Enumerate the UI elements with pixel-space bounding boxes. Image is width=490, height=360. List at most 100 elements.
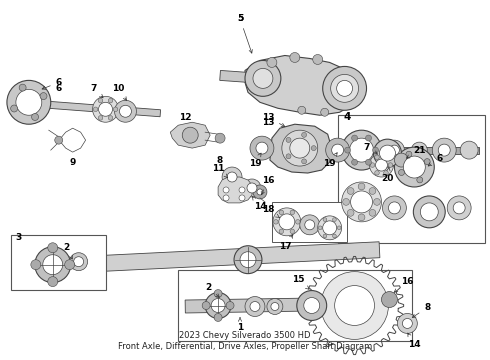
Circle shape — [55, 136, 63, 144]
Circle shape — [70, 253, 88, 271]
Circle shape — [412, 142, 427, 158]
Text: 4: 4 — [343, 112, 351, 122]
Circle shape — [305, 220, 315, 230]
Circle shape — [370, 163, 375, 167]
Circle shape — [417, 177, 423, 183]
Circle shape — [369, 153, 393, 177]
Circle shape — [43, 255, 63, 275]
Circle shape — [267, 298, 283, 315]
Circle shape — [352, 159, 358, 165]
Circle shape — [214, 289, 222, 298]
Circle shape — [205, 293, 231, 319]
Polygon shape — [185, 298, 312, 313]
Circle shape — [302, 159, 307, 164]
Circle shape — [202, 302, 210, 310]
Circle shape — [98, 116, 103, 120]
Circle shape — [390, 145, 399, 155]
Circle shape — [273, 208, 301, 236]
Circle shape — [240, 252, 256, 268]
Text: 14: 14 — [252, 197, 266, 211]
Bar — [338, 115, 485, 243]
Text: 19: 19 — [248, 153, 261, 167]
Circle shape — [382, 292, 397, 307]
Text: 8: 8 — [412, 303, 430, 318]
Circle shape — [226, 302, 234, 310]
Circle shape — [402, 319, 413, 328]
Circle shape — [304, 298, 319, 314]
Circle shape — [373, 139, 401, 167]
Circle shape — [398, 170, 404, 175]
Text: 5: 5 — [237, 14, 243, 23]
Circle shape — [290, 210, 294, 215]
Circle shape — [318, 226, 322, 230]
Circle shape — [250, 302, 260, 311]
Text: 5: 5 — [237, 14, 252, 53]
Circle shape — [93, 107, 98, 112]
Circle shape — [375, 171, 379, 175]
Circle shape — [239, 187, 245, 193]
Circle shape — [326, 138, 349, 162]
Circle shape — [347, 188, 354, 194]
Circle shape — [342, 182, 382, 222]
Text: 10: 10 — [112, 84, 126, 100]
Circle shape — [222, 167, 242, 187]
Text: 8: 8 — [217, 156, 223, 165]
Circle shape — [366, 159, 371, 165]
Circle shape — [245, 297, 265, 316]
Circle shape — [372, 147, 378, 153]
Circle shape — [300, 215, 319, 235]
Circle shape — [311, 146, 316, 150]
Circle shape — [211, 298, 225, 312]
Circle shape — [267, 58, 277, 67]
Text: 2: 2 — [64, 243, 73, 259]
Circle shape — [321, 108, 329, 116]
Circle shape — [298, 106, 306, 114]
Polygon shape — [270, 124, 332, 173]
Circle shape — [350, 191, 372, 213]
Circle shape — [331, 75, 359, 102]
Circle shape — [424, 159, 430, 165]
Text: 2023 Chevy Silverado 3500 HD
Front Axle, Differential, Drive Axles, Propeller Sh: 2023 Chevy Silverado 3500 HD Front Axle,… — [118, 330, 372, 351]
Circle shape — [256, 142, 268, 154]
Circle shape — [253, 185, 267, 199]
Circle shape — [369, 188, 376, 194]
Circle shape — [394, 153, 408, 167]
Circle shape — [297, 291, 327, 320]
Circle shape — [384, 171, 388, 175]
Circle shape — [332, 144, 343, 156]
Circle shape — [215, 133, 225, 143]
Text: 9: 9 — [70, 158, 76, 167]
Bar — [178, 270, 413, 341]
Text: 7: 7 — [364, 143, 377, 154]
Text: 16: 16 — [394, 277, 414, 292]
Circle shape — [388, 163, 392, 167]
Text: 15: 15 — [292, 275, 309, 289]
Circle shape — [31, 260, 41, 270]
Circle shape — [318, 216, 342, 240]
Bar — [272, 202, 346, 242]
Circle shape — [347, 210, 354, 216]
Polygon shape — [28, 100, 161, 117]
Circle shape — [344, 147, 350, 153]
Circle shape — [375, 159, 388, 171]
Polygon shape — [245, 55, 358, 115]
Circle shape — [375, 155, 379, 159]
Text: 7: 7 — [90, 84, 103, 98]
Circle shape — [406, 151, 412, 157]
Circle shape — [323, 218, 327, 221]
Circle shape — [384, 155, 388, 159]
Circle shape — [358, 214, 365, 221]
Circle shape — [343, 198, 349, 205]
Circle shape — [286, 154, 291, 159]
Circle shape — [31, 113, 39, 121]
Circle shape — [447, 196, 471, 220]
Circle shape — [333, 218, 336, 221]
Circle shape — [290, 229, 294, 234]
Text: 13: 13 — [262, 113, 285, 126]
Circle shape — [7, 80, 51, 124]
Circle shape — [245, 60, 281, 96]
Text: 2: 2 — [205, 283, 220, 297]
Circle shape — [214, 314, 222, 321]
Circle shape — [383, 196, 406, 220]
Polygon shape — [171, 122, 210, 148]
